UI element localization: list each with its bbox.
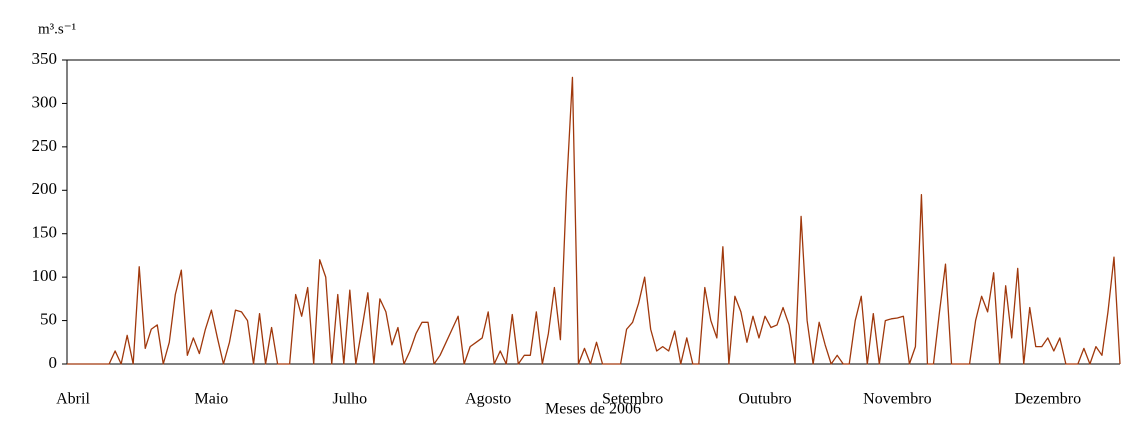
y-tick-label: 0 [49, 353, 58, 372]
y-tick-label: 300 [32, 92, 58, 111]
x-tick-label: Julho [332, 391, 367, 408]
data-line [67, 76, 1121, 365]
x-tick-label: Outubro [738, 391, 791, 408]
y-tick-label: 350 [32, 49, 58, 68]
y-axis-label: m³.s⁻¹ [38, 21, 76, 37]
y-tick-label: 100 [32, 266, 58, 285]
x-tick-label: Abril [56, 391, 90, 408]
y-tick-label: 200 [32, 179, 58, 198]
x-axis-label: Meses de 2006 [545, 401, 641, 418]
x-tick-label: Agosto [465, 391, 511, 408]
x-tick-label: Setembro [602, 391, 663, 408]
y-tick-label: 50 [40, 309, 57, 328]
x-tick-label: Dezembro [1014, 391, 1081, 408]
x-tick-label: Maio [195, 391, 229, 408]
x-tick-label: Novembro [863, 391, 931, 408]
y-tick-label: 150 [32, 223, 58, 242]
y-tick-label: 250 [32, 136, 58, 155]
